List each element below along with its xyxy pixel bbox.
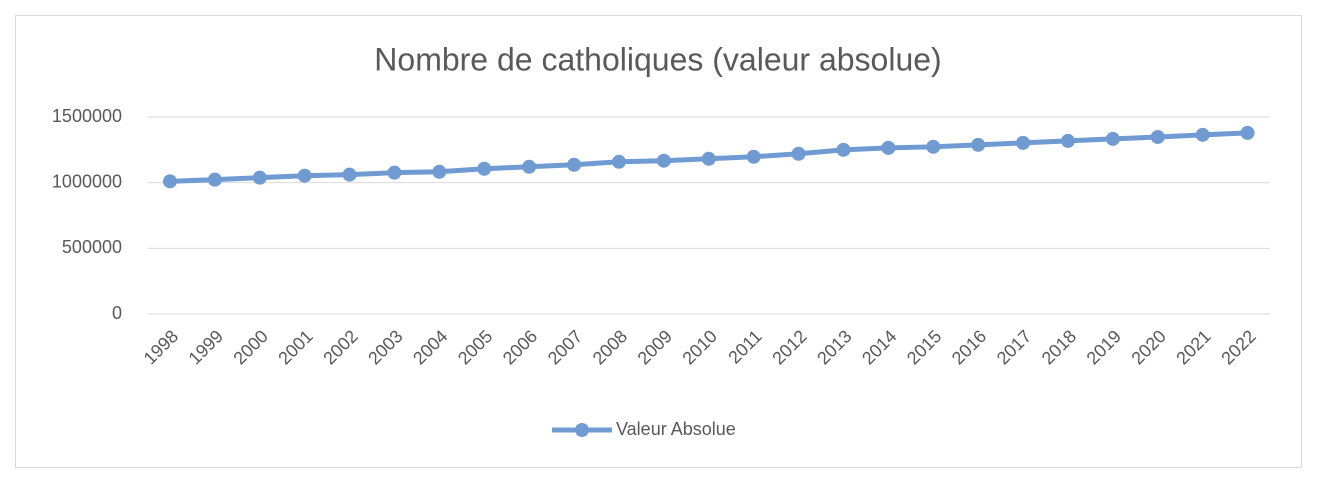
data-point — [522, 159, 537, 174]
data-point — [1016, 135, 1031, 150]
y-tick-label: 0 — [112, 303, 122, 323]
data-point — [701, 151, 716, 166]
chart-border — [15, 15, 1302, 468]
data-point — [297, 168, 312, 183]
data-point — [477, 161, 492, 176]
data-point — [207, 172, 222, 187]
data-point — [1240, 125, 1255, 140]
data-point — [791, 146, 806, 161]
legend-label: Valeur Absolue — [616, 419, 736, 439]
data-point — [432, 164, 447, 179]
y-tick-label: 1500000 — [52, 106, 122, 126]
data-point — [611, 154, 626, 169]
data-point — [656, 153, 671, 168]
data-point — [746, 149, 761, 164]
data-point — [836, 142, 851, 157]
data-point — [926, 139, 941, 154]
data-point — [342, 167, 357, 182]
y-tick-label: 1000000 — [52, 171, 122, 191]
data-point — [971, 137, 986, 152]
y-tick-label: 500000 — [62, 237, 122, 257]
data-point — [881, 140, 896, 155]
data-point — [567, 157, 582, 172]
data-point — [1060, 133, 1075, 148]
legend-marker — [575, 423, 589, 437]
data-point — [162, 174, 177, 189]
data-point — [1105, 131, 1120, 146]
data-point — [1150, 129, 1165, 144]
chart-title: Nombre de catholiques (valeur absolue) — [374, 41, 941, 77]
data-point — [387, 165, 402, 180]
data-point — [1195, 127, 1210, 142]
data-point — [252, 170, 267, 185]
